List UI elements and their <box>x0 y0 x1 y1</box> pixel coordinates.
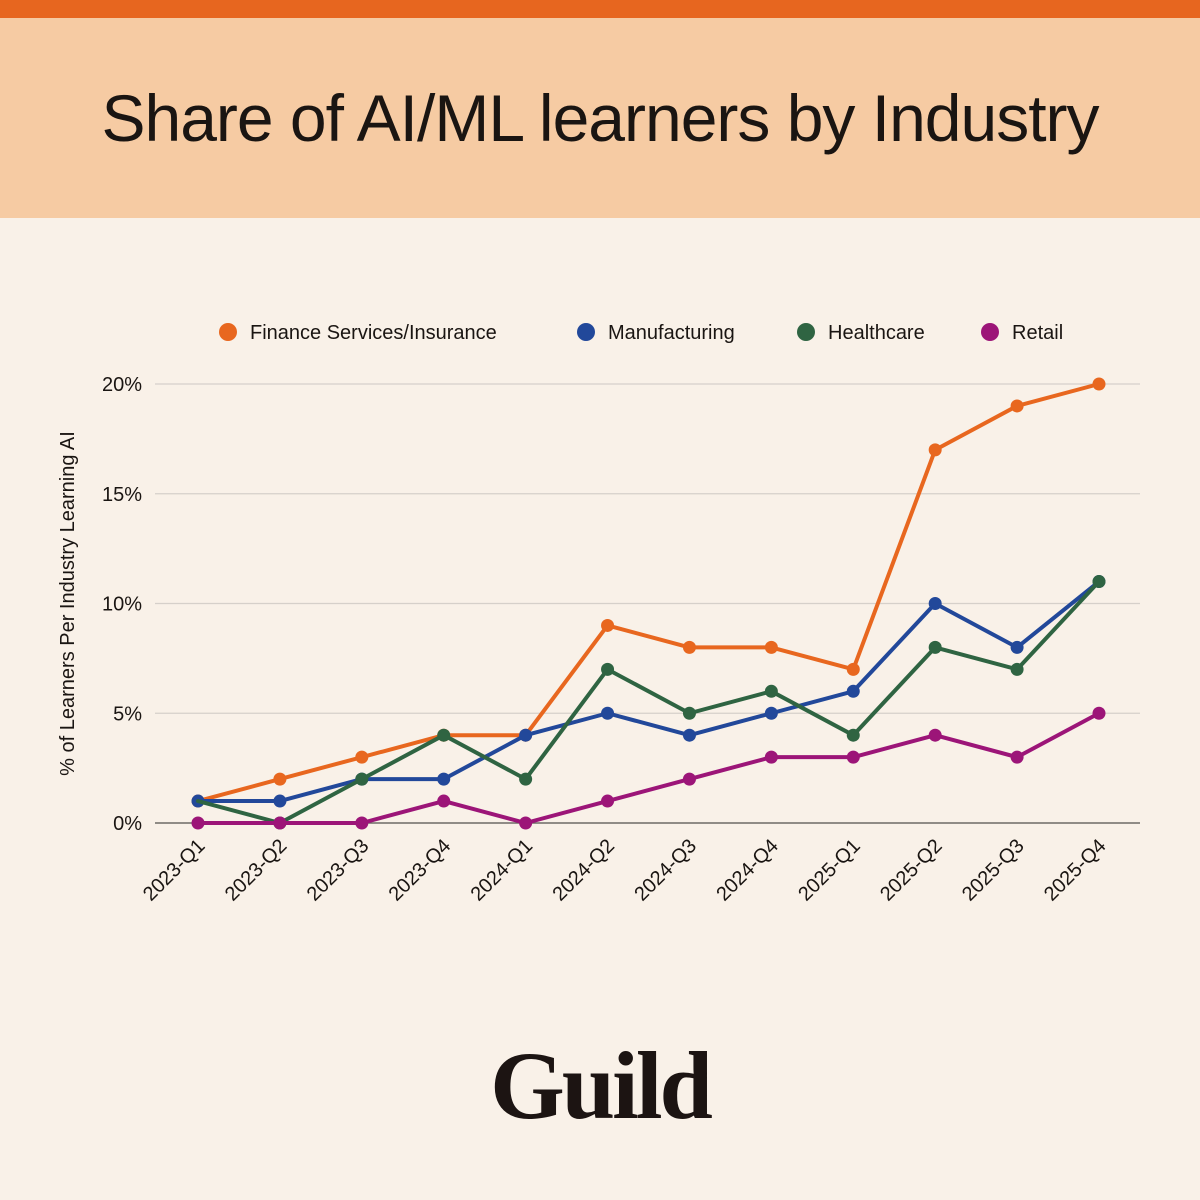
data-point <box>1092 575 1106 589</box>
legend-label: Retail <box>1012 322 1063 344</box>
series-line <box>196 579 1101 825</box>
legend-label: Healthcare <box>828 322 925 344</box>
brand-logo: Guild <box>490 1032 713 1139</box>
x-tick-label: 2024-Q2 <box>548 835 619 906</box>
data-point <box>682 640 696 654</box>
series-line <box>196 382 1101 804</box>
data-point <box>928 597 942 610</box>
x-tick-label: 2023-Q4 <box>385 835 456 906</box>
y-tick-label: 0% <box>113 813 142 835</box>
data-point <box>1092 377 1106 391</box>
legend-label: Manufacturing <box>608 322 735 344</box>
data-point <box>519 816 533 830</box>
x-tick-label: 2024-Q4 <box>712 835 783 906</box>
data-point <box>764 640 778 654</box>
y-axis-label: % of Learners Per Industry Learning AI <box>57 431 79 776</box>
x-tick-label: 2023-Q1 <box>139 835 210 906</box>
data-point <box>601 706 615 720</box>
data-point <box>273 816 287 830</box>
x-tick-label: 2024-Q1 <box>467 835 538 906</box>
data-point <box>846 750 860 764</box>
y-tick-label: 20% <box>102 374 142 396</box>
series-line <box>196 711 1101 825</box>
data-point <box>928 728 942 742</box>
data-point <box>273 772 287 786</box>
data-point <box>437 728 451 742</box>
x-tick-label: 2025-Q2 <box>876 835 947 906</box>
data-point <box>1010 662 1024 676</box>
legend-marker <box>577 323 595 341</box>
x-tick-label: 2025-Q4 <box>1040 835 1111 906</box>
data-point <box>355 816 369 830</box>
data-point <box>928 443 942 457</box>
data-point <box>437 794 451 808</box>
data-point <box>682 772 696 786</box>
data-point <box>355 750 369 764</box>
title-band <box>0 18 1200 218</box>
y-tick-label: 5% <box>113 703 142 725</box>
series-line <box>196 579 1101 804</box>
line-chart: 0% 5% 10% 15% 20% % of Learners Per Industry … <box>57 322 1140 906</box>
x-tick-label: 2025-Q1 <box>794 835 865 906</box>
data-point <box>846 728 860 742</box>
data-point <box>1010 399 1024 413</box>
data-point <box>846 684 860 698</box>
data-point <box>764 750 778 764</box>
data-point <box>1010 750 1024 764</box>
y-tick-label: 10% <box>102 594 142 616</box>
legend-marker <box>219 323 237 341</box>
data-point <box>355 772 369 786</box>
data-point <box>682 706 696 720</box>
y-tick-label: 15% <box>102 484 142 506</box>
data-point <box>764 706 778 720</box>
data-point <box>764 684 778 698</box>
data-point <box>273 794 287 808</box>
top-accent-bar <box>0 0 1200 18</box>
data-point <box>519 772 533 786</box>
legend-marker <box>981 323 999 341</box>
data-point <box>682 728 696 742</box>
data-point <box>601 662 615 676</box>
data-point <box>928 640 942 654</box>
data-point <box>601 794 615 808</box>
x-tick-label: 2024-Q3 <box>630 835 701 906</box>
x-tick-label: 2023-Q2 <box>221 835 292 906</box>
data-point <box>191 816 205 830</box>
x-tick-label: 2025-Q3 <box>958 835 1029 906</box>
legend-label: Finance Services/Insurance <box>250 322 497 344</box>
x-tick-label: 2023-Q3 <box>303 835 374 906</box>
data-point <box>601 618 615 632</box>
legend-marker <box>797 323 815 341</box>
data-point <box>437 772 451 786</box>
data-point <box>846 662 860 676</box>
data-point <box>1010 640 1024 654</box>
data-point <box>1092 706 1106 720</box>
data-point <box>519 728 533 742</box>
page-title: Share of AI/ML learners by Industry <box>101 81 1099 155</box>
